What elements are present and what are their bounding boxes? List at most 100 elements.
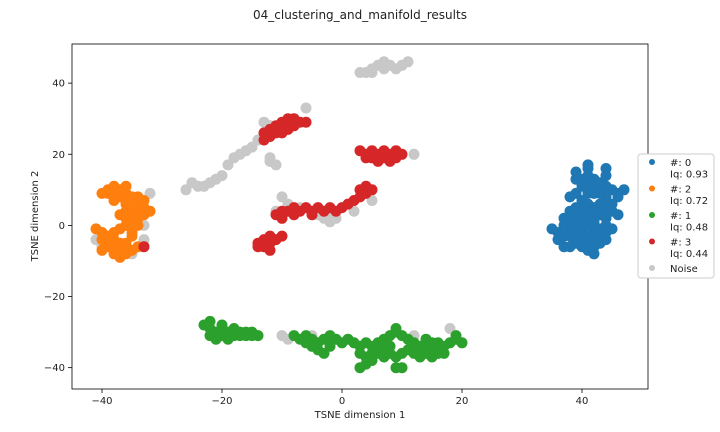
- cluster-0-point: [594, 205, 606, 217]
- cluster-0-point: [570, 234, 582, 246]
- x-tick-label: 0: [339, 396, 345, 407]
- cluster-2-point: [216, 319, 228, 331]
- noise-point: [354, 67, 366, 78]
- y-tick-label: −40: [44, 363, 65, 374]
- noise-point: [324, 216, 336, 228]
- cluster-2-point: [366, 347, 378, 359]
- cluster-0-point: [588, 234, 600, 246]
- noise-point: [378, 63, 390, 75]
- cluster-2-point: [324, 340, 336, 352]
- cluster-3-point: [258, 134, 270, 146]
- cluster-1-point: [126, 227, 138, 238]
- legend-label: #: 1 Iq: 0.48: [670, 211, 708, 234]
- legend-label-line: Iq: 0.48: [670, 223, 708, 234]
- noise-point: [258, 116, 270, 128]
- legend-label-line: #: 1: [670, 211, 691, 222]
- legend-frame: [637, 153, 715, 279]
- cluster-1-point: [120, 237, 132, 249]
- legend-label: #: 2 Iq: 0.72: [670, 185, 708, 208]
- cluster-0-point: [612, 209, 624, 221]
- legend-label: #: 3 Iq: 0.44: [670, 238, 708, 261]
- cluster-1-point: [96, 244, 108, 256]
- cluster-0-point: [612, 191, 624, 203]
- cluster-2-point: [390, 323, 402, 334]
- x-tick-label: −20: [211, 396, 232, 407]
- y-tick-label: −20: [44, 292, 65, 303]
- legend: #: 0 Iq: 0.93 #: 2 Iq: 0.72 #: 1 Iq: 0.48 #: 3…: [637, 153, 715, 279]
- x-tick-label: 40: [576, 396, 589, 407]
- cluster-0-point: [606, 198, 618, 210]
- cluster-3-point: [300, 116, 312, 128]
- y-tick-label: 0: [59, 221, 65, 232]
- cluster-1-point: [114, 209, 126, 221]
- cluster-2-point: [354, 362, 366, 374]
- cluster-2-point: [204, 330, 216, 342]
- plot-area: [71, 43, 649, 390]
- cluster-2-point: [204, 315, 216, 327]
- legend-label-line: Noise: [670, 264, 698, 275]
- cluster-2-point: [246, 326, 258, 338]
- cluster-1-point: [108, 248, 120, 260]
- noise-point: [300, 102, 312, 114]
- cluster-2-point: [384, 340, 396, 352]
- cluster-0-point: [606, 223, 618, 235]
- legend-label: #: 0 Iq: 0.93: [670, 158, 708, 181]
- cluster-2-point: [438, 347, 450, 359]
- cluster-0-point: [588, 248, 600, 260]
- cluster-2-point: [450, 330, 462, 342]
- legend-marker: [649, 238, 655, 245]
- cluster-3-point: [360, 152, 372, 164]
- cluster-2-point: [420, 333, 432, 345]
- cluster-2-point: [396, 362, 408, 374]
- legend-marker: [649, 185, 655, 192]
- legend-marker: [649, 212, 655, 218]
- cluster-3-point: [138, 241, 150, 253]
- cluster-2-point: [234, 330, 246, 342]
- cluster-0-point: [600, 163, 612, 174]
- legend-label-line: #: 0: [670, 158, 691, 169]
- y-axis-label: TSNE dimension 2: [30, 171, 41, 263]
- noise-point: [186, 177, 198, 189]
- cluster-1-point: [132, 191, 144, 203]
- cluster-3-point: [276, 230, 288, 242]
- noise-point: [276, 191, 288, 203]
- cluster-3-point: [264, 244, 276, 256]
- x-axis-ticks: −40 −20 0 20 40: [91, 389, 588, 407]
- x-axis-label: TSNE dimension 1: [314, 410, 406, 421]
- legend-marker: [649, 265, 655, 271]
- x-tick-label: −40: [91, 396, 112, 407]
- cluster-0-point: [570, 216, 582, 228]
- noise-point: [408, 148, 420, 160]
- cluster-2-point: [222, 333, 234, 345]
- points-layer: [90, 56, 630, 374]
- cluster-0-point: [564, 191, 576, 203]
- cluster-3-point: [288, 202, 300, 214]
- y-tick-label: 40: [52, 79, 65, 90]
- cluster-2-point: [300, 337, 312, 349]
- x-tick-label: 20: [456, 396, 469, 407]
- cluster-0-point: [558, 212, 570, 224]
- cluster-1-point: [96, 187, 108, 199]
- cluster-3-point: [288, 120, 300, 132]
- cluster-2-point: [456, 337, 468, 349]
- cluster-1-point: [144, 205, 156, 217]
- cluster-1-point: [108, 195, 120, 206]
- cluster-0-point: [582, 159, 594, 171]
- chart-title: 04_clustering_and_manifold_results: [253, 8, 467, 22]
- legend-label-line: Iq: 0.72: [670, 196, 708, 207]
- legend-label: Noise: [670, 264, 698, 275]
- legend-label-line: #: 2: [670, 185, 691, 196]
- legend-marker: [649, 159, 655, 165]
- cluster-1-point: [120, 180, 132, 192]
- cluster-3-point: [276, 127, 288, 139]
- y-axis-ticks: −40 −20 0 20 40: [44, 79, 72, 374]
- noise-point: [402, 56, 414, 68]
- cluster-3-point: [306, 209, 318, 221]
- cluster-3-point: [390, 145, 402, 157]
- noise-point: [366, 67, 378, 78]
- y-tick-label: 20: [52, 150, 65, 161]
- cluster-0-point: [570, 166, 582, 178]
- legend-label-line: Iq: 0.44: [670, 249, 708, 260]
- cluster-2-point: [378, 351, 390, 363]
